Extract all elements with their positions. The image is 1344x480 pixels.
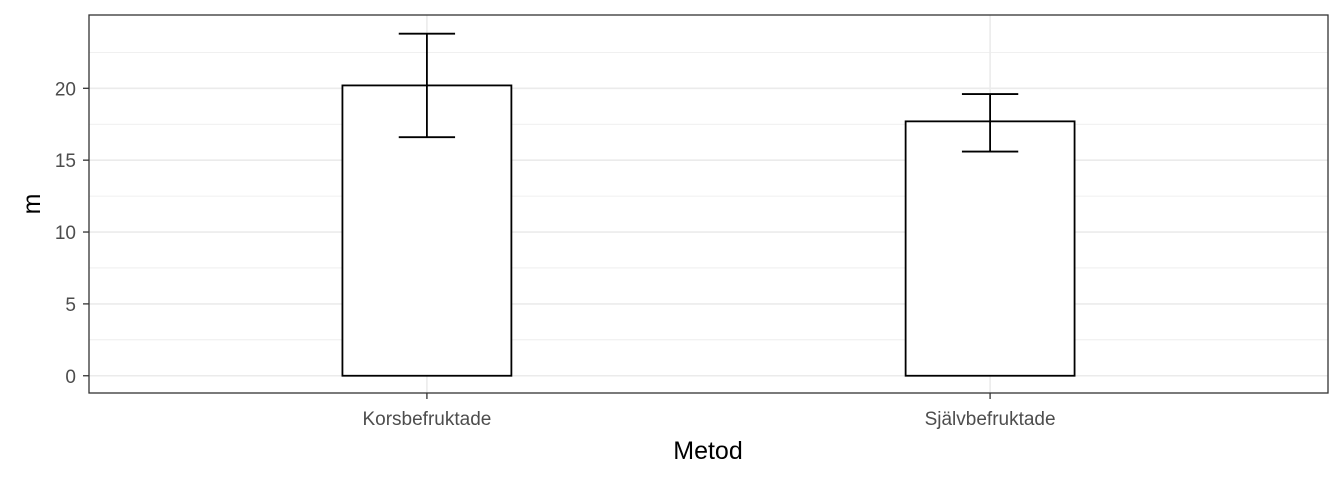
bar (904, 120, 1076, 377)
y-tick-label: 20 (55, 79, 76, 100)
x-axis: Korsbefruktade Självbefruktade (362, 393, 1056, 430)
plot-border (88, 14, 1329, 394)
y-axis-title: m (18, 194, 46, 215)
y-tick-label: 10 (55, 223, 76, 244)
plot-panel (89, 15, 1328, 393)
y-tick-label: 0 (65, 367, 76, 388)
x-axis-title: Metod (673, 437, 742, 465)
x-tick-label: Korsbefruktade (362, 409, 491, 430)
error-bars (398, 32, 1019, 153)
minor-gridlines (89, 51, 1328, 341)
x-tick-label: Självbefruktade (925, 409, 1056, 430)
y-axis: 0 5 10 15 20 (55, 79, 89, 388)
y-tick-label: 15 (55, 151, 76, 172)
y-tick-label: 5 (65, 295, 76, 316)
